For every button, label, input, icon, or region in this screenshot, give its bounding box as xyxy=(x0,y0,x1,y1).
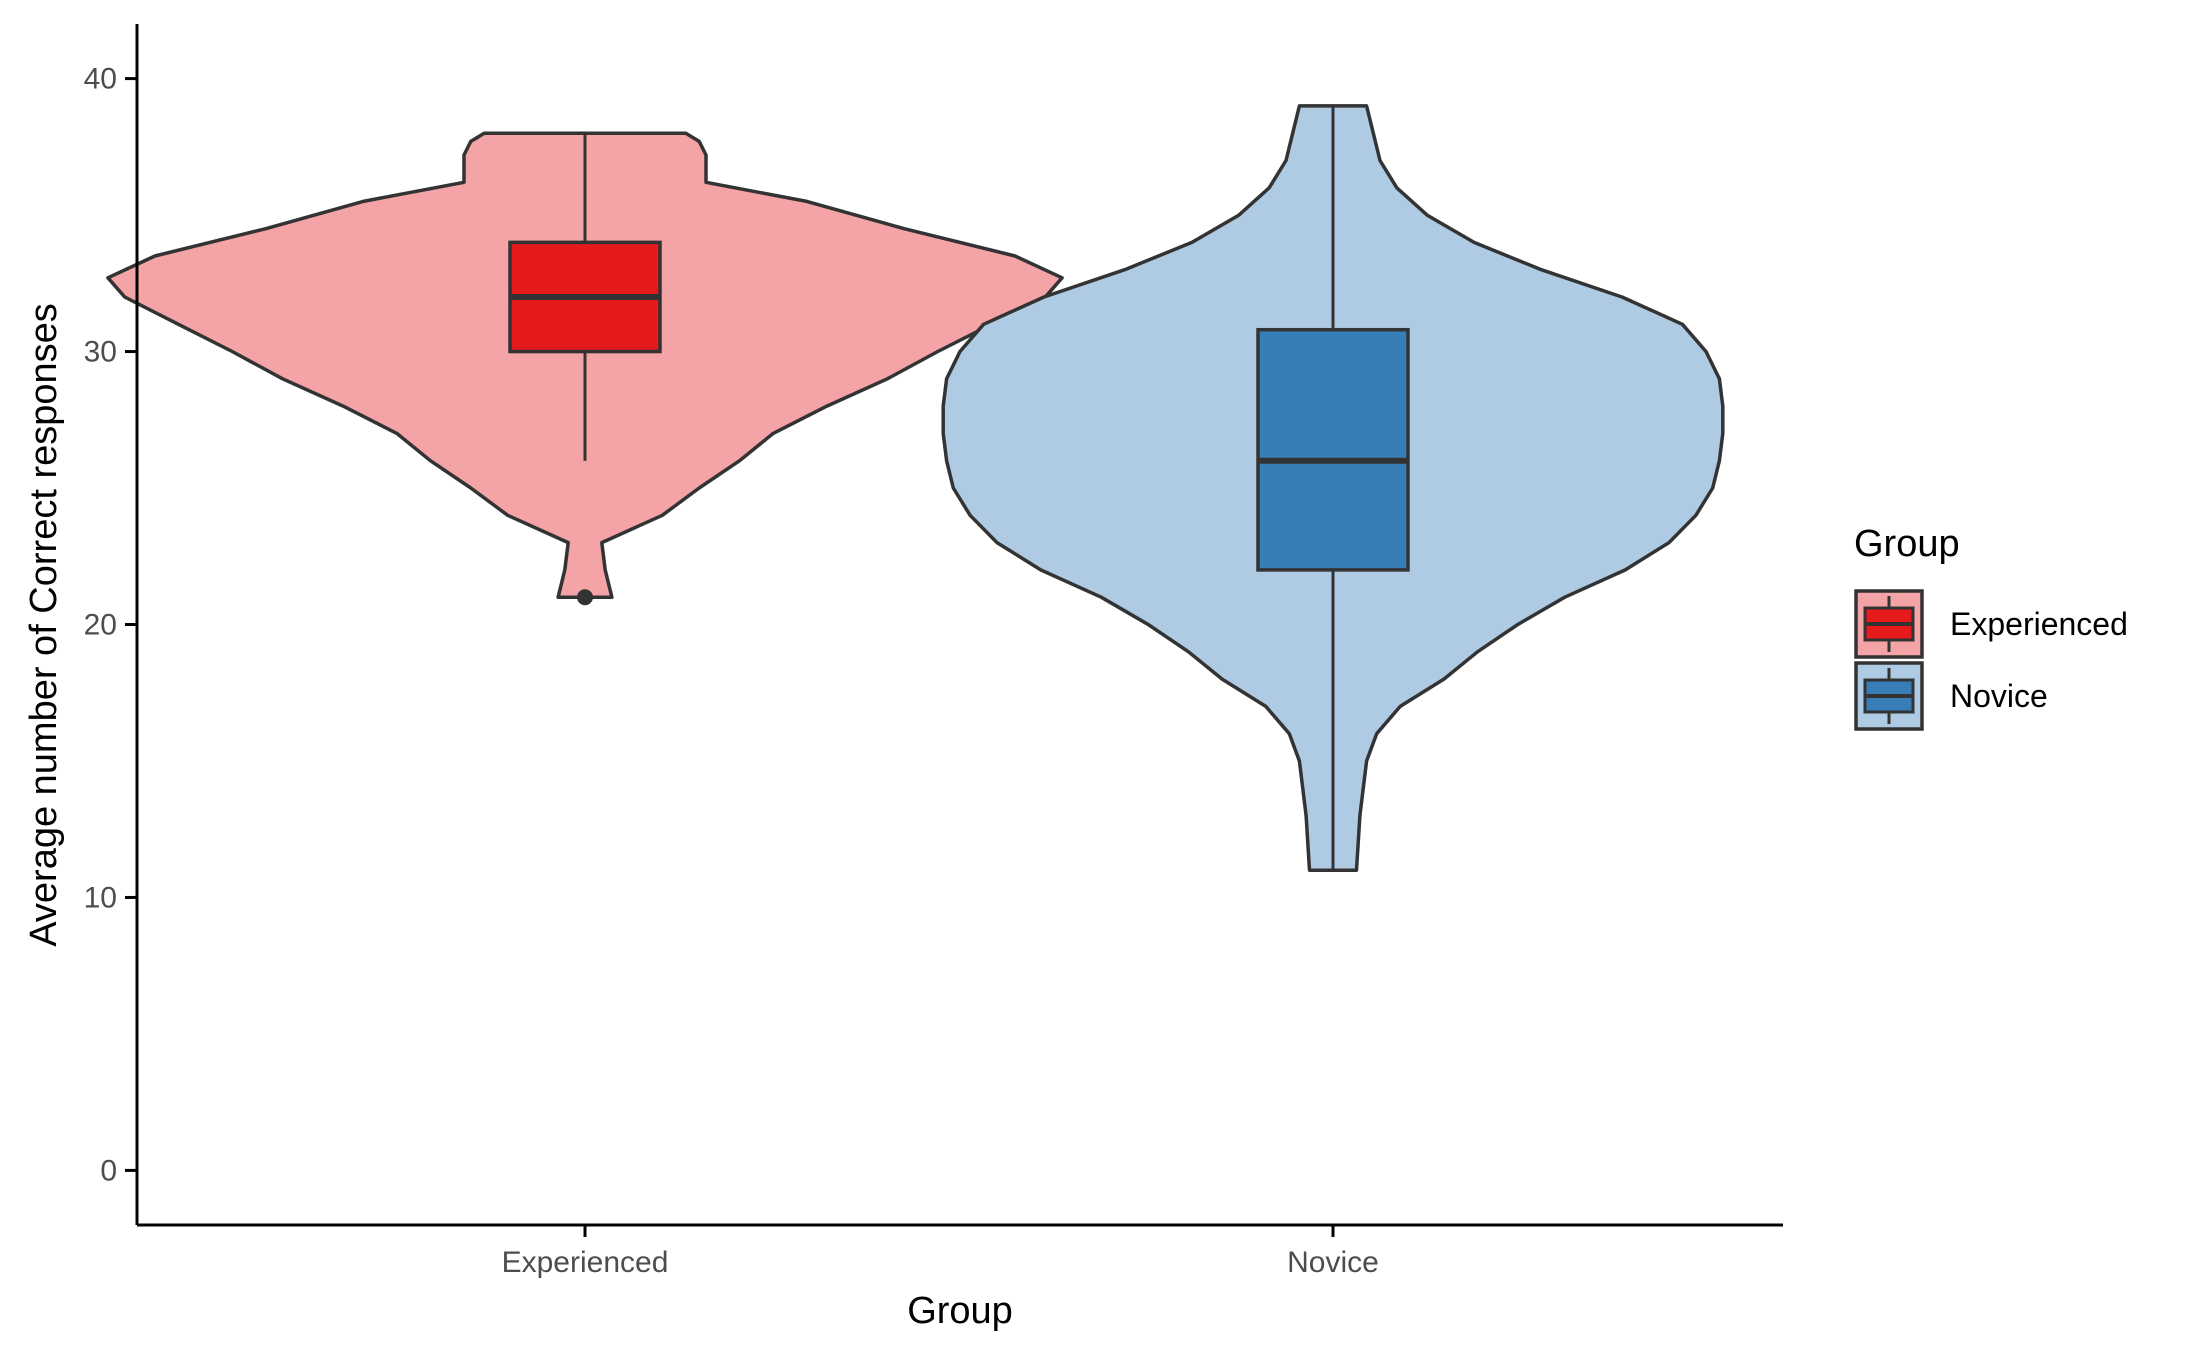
x-tick-label: Novice xyxy=(1287,1246,1379,1279)
y-tick-label: 40 xyxy=(84,63,117,96)
y-tick-label: 10 xyxy=(84,881,117,914)
plot-area xyxy=(106,104,1725,872)
y-axis-title: Average number of Correct responses xyxy=(23,303,65,947)
legend-title: Group xyxy=(1854,523,1960,565)
legend-label: Experienced xyxy=(1950,606,2128,642)
legend-item-experienced: Experienced xyxy=(1854,589,2128,659)
x-ticks: Experienced Novice xyxy=(502,1225,1379,1279)
y-ticks: 0 10 20 30 40 xyxy=(84,63,137,1187)
y-tick-label: 30 xyxy=(84,336,117,369)
axes: 0 10 20 30 40 Experienced Novice Group Averag… xyxy=(23,24,1783,1332)
legend-item-novice: Novice xyxy=(1854,661,2048,731)
y-tick-label: 0 xyxy=(100,1154,117,1187)
x-axis-title: Group xyxy=(907,1290,1013,1332)
outlier-point xyxy=(577,589,593,606)
x-tick-label: Experienced xyxy=(502,1246,669,1279)
legend: Group Experienced Novice xyxy=(1854,523,2128,731)
box-novice xyxy=(1256,327,1410,572)
y-tick-label: 20 xyxy=(84,609,117,642)
legend-label: Novice xyxy=(1950,678,2048,714)
